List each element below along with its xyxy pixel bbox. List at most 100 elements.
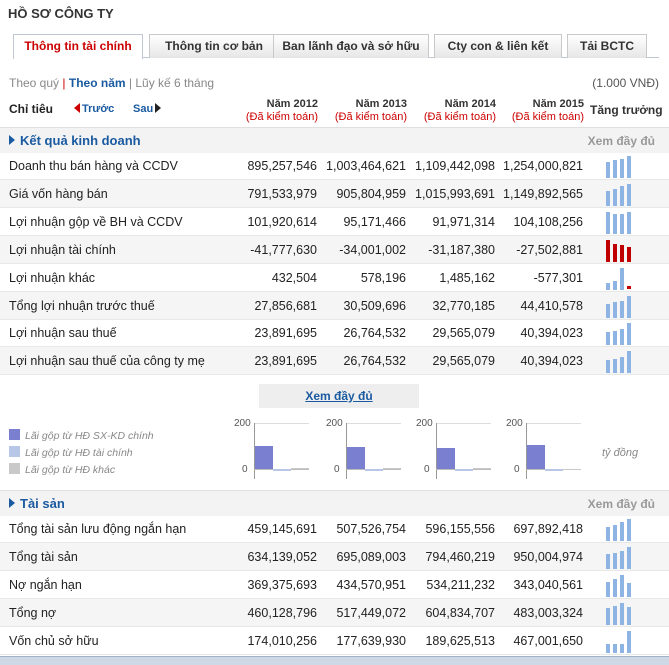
period-year-link[interactable]: Theo năm xyxy=(68,76,126,90)
year-header: Năm 2014 (Đã kiểm toán) xyxy=(404,98,496,124)
sparkline-bar xyxy=(627,519,631,541)
sparkline-bar xyxy=(620,186,624,206)
cell-value: 905,804,959 xyxy=(336,186,406,201)
row-label: Tổng tài sản lưu động ngắn hạn xyxy=(9,522,187,536)
cell-value: -34,001,002 xyxy=(339,242,406,257)
y-axis xyxy=(436,423,437,479)
table-row: Lợi nhuận tài chính -41,777,630 -34,001,00… xyxy=(0,235,669,264)
row-label: Tổng tài sản xyxy=(9,549,78,564)
cell-value: 517,449,072 xyxy=(336,605,406,620)
sparkline-bar xyxy=(620,522,624,541)
sparkline-bar xyxy=(620,158,624,178)
tab-leadership-ownership[interactable]: Ban lãnh đạo và sở hữu xyxy=(273,34,429,58)
growth-sparkline[interactable] xyxy=(606,182,636,206)
legend-item: Lãi gộp từ HĐ tài chính xyxy=(9,446,133,459)
cell-value: 483,003,324 xyxy=(513,605,583,620)
sparkline-bar xyxy=(606,239,610,262)
indicator-header: Chỉ tiêu xyxy=(9,102,53,116)
unit-billion-label: tỷ đồng xyxy=(602,447,639,459)
cell-value: -577,301 xyxy=(533,270,583,285)
sparkline-bar xyxy=(627,323,631,346)
tick-label: 0 xyxy=(514,464,520,475)
cell-value: 177,639,930 xyxy=(336,633,406,648)
section-business-results[interactable]: Kết quả kinh doanh Xem đầy đủ xyxy=(0,127,669,153)
cell-value: 40,394,023 xyxy=(520,354,583,369)
mini-chart[interactable]: 200 0 xyxy=(234,418,314,482)
tick-label: 0 xyxy=(242,464,248,475)
sparkline-bar xyxy=(613,552,617,569)
chart-bar xyxy=(455,469,473,471)
mini-chart[interactable]: 200 0 xyxy=(416,418,496,482)
mini-chart[interactable]: 200 0 xyxy=(506,418,586,482)
sparkline-bar xyxy=(620,357,624,374)
sparkline-bar xyxy=(627,156,631,178)
growth-sparkline[interactable] xyxy=(606,601,636,625)
audit-label: (Đã kiểm toán) xyxy=(423,111,496,123)
tab-basic-info[interactable]: Thông tin cơ bản xyxy=(149,34,279,58)
cell-value: 29,565,079 xyxy=(432,354,495,369)
chart-bar xyxy=(437,447,455,469)
page-title: HỒ SƠ CÔNG TY xyxy=(8,6,114,21)
cell-value: 1,149,892,565 xyxy=(503,186,583,201)
cell-value: 695,089,003 xyxy=(336,549,406,564)
sparkline-bar xyxy=(613,213,617,234)
sparkline-bar xyxy=(620,329,624,346)
next-button[interactable]: Sau xyxy=(133,103,162,115)
row-label: Giá vốn hàng bán xyxy=(9,186,108,201)
cell-value: 369,375,693 xyxy=(247,577,317,592)
cell-value: 95,171,466 xyxy=(343,214,406,229)
tab-subsidiaries[interactable]: Cty con & liên kết xyxy=(434,34,562,58)
section-assets[interactable]: Tài sản Xem đầy đủ xyxy=(0,490,669,516)
growth-sparkline[interactable] xyxy=(606,238,636,262)
tab-financial-info[interactable]: Thông tin tài chính xyxy=(13,34,143,59)
growth-sparkline[interactable] xyxy=(606,210,636,234)
mini-chart[interactable]: 200 0 xyxy=(326,418,406,482)
sparkline-bar xyxy=(627,183,631,206)
chart-bar xyxy=(383,468,401,469)
sparkline-bar xyxy=(627,546,631,569)
growth-sparkline[interactable] xyxy=(606,517,636,541)
table-row: Tổng nợ 460,128,796 517,449,072 604,834,707… xyxy=(0,598,669,627)
view-all-link[interactable]: Xem đầy đủ xyxy=(587,497,655,511)
cell-value: 44,410,578 xyxy=(520,298,583,313)
sparkline-bar xyxy=(613,243,617,262)
view-all-button[interactable]: Xem đầy đủ xyxy=(259,384,419,408)
sparkline-bar xyxy=(613,644,617,653)
table-row: Doanh thu bán hàng và CCDV 895,257,546 1,0… xyxy=(0,152,669,180)
growth-sparkline[interactable] xyxy=(606,294,636,318)
growth-sparkline[interactable] xyxy=(606,545,636,569)
row-label: Lợi nhuận sau thuế của công ty mẹ xyxy=(9,354,205,369)
year-header: Năm 2012 (Đã kiểm toán) xyxy=(226,98,318,124)
legend-swatch xyxy=(9,446,20,457)
next-label: Sau xyxy=(133,103,154,115)
growth-sparkline[interactable] xyxy=(606,629,636,653)
chart-bar xyxy=(291,468,309,469)
growth-sparkline[interactable] xyxy=(606,321,636,346)
expand-triangle-icon xyxy=(9,498,15,508)
cell-value: 91,971,314 xyxy=(432,214,495,229)
period-separator: | xyxy=(128,76,132,90)
view-all-link[interactable]: Xem đầy đủ xyxy=(587,134,655,148)
y-axis xyxy=(526,423,527,479)
chart-bar xyxy=(347,447,365,469)
sparkline-bar xyxy=(620,602,624,625)
period-quarter-link[interactable]: Theo quý xyxy=(9,76,60,90)
prev-button[interactable]: Trước xyxy=(74,103,114,115)
tab-download-reports[interactable]: Tải BCTC xyxy=(567,34,647,58)
unit-label: (1.000 VNĐ) xyxy=(592,76,659,90)
sparkline-bar xyxy=(613,188,617,206)
row-label: Lợi nhuận khác xyxy=(9,270,96,285)
row-label: Lợi nhuận tài chính xyxy=(9,242,116,257)
chart-bar xyxy=(473,468,491,469)
table-row: Lợi nhuận sau thuế của công ty mẹ 23,891,… xyxy=(0,347,669,376)
period-cumulative-link[interactable]: Lũy kế 6 tháng xyxy=(135,76,215,90)
cell-value: 950,004,974 xyxy=(513,549,583,564)
cell-value: 29,565,079 xyxy=(432,326,495,341)
legend-swatch xyxy=(9,463,20,474)
cell-value: 27,856,681 xyxy=(254,298,317,313)
growth-sparkline[interactable] xyxy=(606,573,636,597)
table-row: Lợi nhuận khác 432,504 578,196 1,485,162 -57… xyxy=(0,264,669,292)
growth-sparkline[interactable] xyxy=(606,349,636,374)
growth-sparkline[interactable] xyxy=(606,154,636,178)
growth-sparkline[interactable] xyxy=(606,266,636,290)
